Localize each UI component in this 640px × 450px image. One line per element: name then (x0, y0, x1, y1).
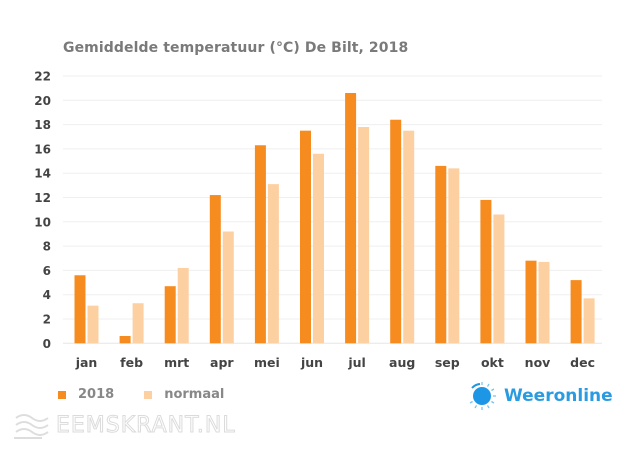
x-tick-label: sep (435, 355, 460, 370)
bar-normaal-okt (493, 214, 505, 344)
bar-normaal-apr (222, 231, 234, 344)
weeronline-logo: Weeronline (466, 380, 613, 412)
bar-normaal-sep (448, 168, 460, 344)
bar-normaal-jan (87, 305, 99, 344)
y-tick-label: 18 (34, 118, 51, 132)
bar-2018-apr (209, 195, 221, 344)
y-tick-label: 0 (43, 337, 51, 351)
x-tick-label: dec (570, 355, 595, 370)
y-tick-label: 22 (34, 70, 51, 84)
x-tick-label: jun (300, 355, 323, 370)
x-tick-label: aug (389, 355, 415, 370)
legend-item-normaal: normaal (144, 387, 224, 402)
bar-normaal-dec (583, 298, 595, 344)
bar-2018-jan (74, 275, 86, 344)
y-axis-ticks: 0 2 4 6 8 10 12 14 16 18 20 22 (34, 70, 51, 351)
bar-2018-feb (119, 336, 131, 344)
gridlines (63, 75, 602, 344)
bar-2018-nov (525, 260, 537, 344)
x-tick-label: mrt (164, 355, 189, 370)
bar-normaal-aug (403, 130, 415, 344)
x-tick-label: feb (120, 355, 143, 370)
y-tick-label: 10 (34, 215, 51, 229)
sun-icon (469, 382, 496, 410)
y-tick-label: 14 (34, 167, 51, 181)
y-tick-label: 20 (34, 94, 51, 108)
y-tick-label: 12 (34, 191, 51, 205)
legend-label-normaal: normaal (164, 387, 225, 402)
x-tick-label: okt (481, 355, 504, 370)
bar-normaal-jul (358, 127, 370, 344)
waves-icon (14, 414, 49, 439)
legend-label-2018: 2018 (78, 387, 115, 402)
bar-normaal-mei (267, 184, 279, 344)
bar-normaal-jun (313, 153, 324, 344)
legend: 2018 normaal (58, 387, 254, 402)
chart-title: Gemiddelde temperatuur (°C) De Bilt, 201… (63, 40, 409, 56)
logo-text: Weeronline (504, 386, 613, 406)
x-tick-label: nov (525, 355, 551, 370)
bar-normaal-nov (538, 261, 550, 344)
bar-2018-aug (390, 119, 402, 344)
x-tick-label: mei (254, 355, 280, 370)
y-tick-label: 4 (43, 288, 51, 302)
y-tick-label: 2 (43, 313, 51, 327)
x-tick-label: jul (347, 355, 365, 370)
watermark: EEMSKRANT.NL (12, 408, 236, 442)
bar-2018-jun (300, 130, 311, 344)
bar-normaal-mrt (177, 267, 189, 344)
bars (74, 93, 595, 344)
bar-2018-mei (254, 145, 266, 344)
x-axis-ticks: jan feb mrt apr mei jun jul aug sep okt nov dec (75, 355, 595, 370)
y-tick-label: 8 (43, 240, 51, 254)
y-tick-label: 16 (34, 142, 51, 156)
x-tick-label: jan (75, 355, 98, 370)
bar-normaal-feb (132, 303, 144, 344)
watermark-text: EEMSKRANT.NL (56, 412, 236, 438)
legend-swatch-normaal (144, 390, 153, 399)
legend-swatch-2018 (58, 390, 66, 399)
bar-2018-dec (570, 280, 582, 344)
bar-2018-jul (345, 93, 357, 344)
bar-2018-mrt (164, 286, 176, 344)
x-tick-label: apr (210, 355, 234, 370)
legend-item-2018: 2018 (58, 387, 114, 402)
bar-2018-sep (435, 165, 447, 344)
y-tick-label: 6 (43, 264, 51, 278)
bar-2018-okt (480, 199, 492, 344)
